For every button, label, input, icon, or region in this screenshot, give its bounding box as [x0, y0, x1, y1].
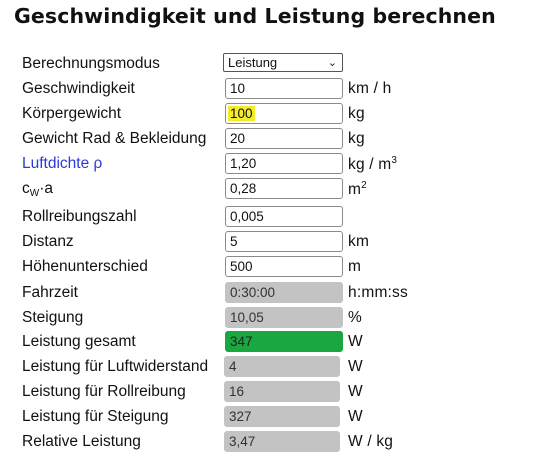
bike-weight-unit: kg [348, 130, 365, 147]
row-power-relative: Relative Leistung 3,47 W / kg [0, 431, 543, 456]
air-density-input[interactable]: 1,20 [225, 153, 343, 174]
row-weight: Körpergewicht 100 kg [0, 103, 543, 128]
row-cwa: cW·a 0,28 m2 [0, 178, 543, 203]
slope-output: 10,05 [225, 307, 343, 328]
row-distance: Distanz 5 km [0, 231, 543, 256]
weight-unit: kg [348, 105, 365, 122]
row-power-roll: Leistung für Rollreibung 16 W [0, 381, 543, 406]
mode-label: Berechnungsmodus [22, 55, 160, 72]
power-climb-output: 327 [224, 406, 340, 427]
cwa-label-rest: ·a [39, 180, 53, 197]
air-density-unit: kg / m3 [348, 155, 397, 174]
distance-label: Distanz [22, 233, 74, 250]
air-density-unit-exp: 3 [391, 155, 398, 166]
speed-unit: km / h [348, 80, 392, 97]
bike-weight-input[interactable]: 20 [225, 128, 343, 149]
cwa-label: cW·a [22, 180, 53, 199]
power-climb-unit: W [348, 408, 363, 425]
row-air-density: Luftdichte ρ 1,20 kg / m3 [0, 153, 543, 178]
distance-unit: km [348, 233, 370, 250]
page-title: Geschwindigkeit und Leistung berechnen [14, 4, 496, 28]
bike-weight-label: Gewicht Rad & Bekleidung [22, 130, 207, 147]
power-relative-label: Relative Leistung [22, 433, 141, 450]
ride-time-label: Fahrzeit [22, 284, 78, 301]
elevation-input[interactable]: 500 [225, 256, 343, 277]
cwa-unit-exp: 2 [361, 180, 367, 191]
row-mode: Berechnungsmodus Leistung ⌄ [0, 53, 543, 78]
air-density-unit-main: kg / m [348, 156, 392, 173]
row-power-climb: Leistung für Steigung 327 W [0, 406, 543, 431]
row-power-total: Leistung gesamt 347 W [0, 331, 543, 356]
row-slope: Steigung 10,05 % [0, 307, 543, 332]
cwa-label-sub: W [29, 188, 40, 199]
row-power-air: Leistung für Luftwiderstand 4 W [0, 356, 543, 381]
mode-select[interactable]: Leistung ⌄ [223, 53, 343, 72]
cwa-unit-main: m [348, 181, 362, 198]
mode-selected-value: Leistung [228, 55, 278, 70]
power-relative-unit: W / kg [348, 433, 394, 450]
power-total-label: Leistung gesamt [22, 333, 136, 350]
power-total-unit: W [348, 333, 363, 350]
power-relative-output: 3,47 [224, 431, 340, 452]
power-roll-label: Leistung für Rollreibung [22, 383, 186, 400]
speed-input[interactable]: 10 [225, 78, 343, 99]
power-roll-output: 16 [224, 381, 340, 402]
power-air-output: 4 [224, 356, 340, 377]
cwa-unit: m2 [348, 180, 367, 199]
ride-time-unit: h:mm:ss [348, 284, 408, 301]
cwa-input[interactable]: 0,28 [225, 178, 343, 199]
power-total-output: 347 [225, 331, 343, 352]
slope-unit: % [348, 309, 362, 326]
weight-input[interactable]: 100 [225, 103, 343, 124]
cwa-label-c: c [22, 180, 30, 197]
rolling-coef-input[interactable]: 0,005 [225, 206, 343, 227]
elevation-label: Höhenunterschied [22, 258, 148, 275]
speed-label: Geschwindigkeit [22, 80, 135, 97]
air-density-link[interactable]: Luftdichte ρ [22, 155, 103, 172]
power-roll-unit: W [348, 383, 363, 400]
row-elevation: Höhenunterschied 500 m [0, 256, 543, 281]
power-air-unit: W [348, 358, 363, 375]
weight-label: Körpergewicht [22, 105, 122, 122]
row-speed: Geschwindigkeit 10 km / h [0, 78, 543, 103]
chevron-down-icon: ⌄ [327, 57, 337, 69]
ride-time-output: 0:30:00 [225, 282, 343, 303]
power-air-label: Leistung für Luftwiderstand [22, 358, 209, 375]
row-ride-time: Fahrzeit 0:30:00 h:mm:ss [0, 282, 543, 307]
rolling-coef-label: Rollreibungszahl [22, 208, 137, 225]
elevation-unit: m [348, 258, 362, 275]
row-bike-weight: Gewicht Rad & Bekleidung 20 kg [0, 128, 543, 153]
weight-value-highlight: 100 [228, 106, 255, 121]
power-climb-label: Leistung für Steigung [22, 408, 169, 425]
distance-input[interactable]: 5 [225, 231, 343, 252]
row-rolling-coef: Rollreibungszahl 0,005 [0, 206, 543, 231]
slope-label: Steigung [22, 309, 84, 326]
